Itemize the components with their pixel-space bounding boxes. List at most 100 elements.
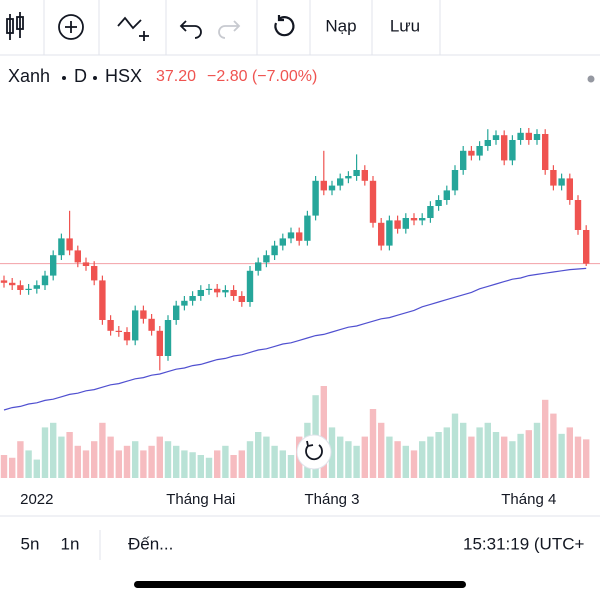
compare-button[interactable]	[117, 16, 149, 41]
volume-bar	[91, 441, 98, 478]
separator-dot	[93, 76, 97, 80]
candle-body	[312, 180, 319, 216]
candle-body	[501, 135, 508, 161]
volume-bar	[263, 436, 270, 478]
volume-bar	[246, 441, 254, 478]
candle-body	[558, 178, 565, 186]
candle-body	[50, 255, 57, 276]
volume-bar	[238, 450, 245, 478]
volume-bar	[99, 422, 106, 478]
volume-bar	[468, 436, 475, 478]
reset-button[interactable]	[274, 15, 295, 37]
volume-bar	[402, 445, 409, 478]
candle-body	[386, 220, 393, 246]
candle-body	[58, 238, 65, 256]
moving-average	[3, 267, 587, 411]
candle-body	[509, 140, 516, 161]
volume-bar	[451, 413, 459, 478]
candle-body	[410, 218, 418, 221]
volume-bar	[107, 436, 114, 478]
range-5d[interactable]: 5n	[21, 534, 40, 553]
add-indicator-button[interactable]	[58, 14, 84, 40]
volume-bar	[443, 427, 450, 478]
volume-bar	[222, 445, 229, 478]
volume-bar	[574, 436, 582, 478]
scroll-to-latest[interactable]	[296, 434, 332, 470]
x-tick-label: 2022	[20, 491, 53, 508]
volume-bar	[82, 450, 90, 478]
volume-bar	[279, 450, 286, 478]
goto-date[interactable]: Đến...	[128, 534, 173, 553]
candle-body	[246, 270, 254, 302]
candle-body	[583, 230, 590, 264]
candle-body	[222, 290, 229, 293]
candle-body	[361, 170, 368, 181]
candle-body	[197, 290, 204, 296]
candle-body	[353, 170, 360, 176]
volume-bar	[337, 436, 344, 478]
candle-body	[255, 262, 262, 271]
volume-bar	[501, 436, 508, 478]
volume-bar	[476, 427, 483, 478]
status-dot	[587, 75, 595, 83]
volume-bar	[140, 450, 147, 478]
candle-body	[140, 310, 147, 319]
candle-body	[451, 170, 459, 191]
candle-body	[574, 200, 582, 230]
candle-body	[263, 255, 270, 263]
candle-body	[148, 318, 155, 331]
volume-bar	[74, 445, 81, 478]
candle-body	[107, 320, 114, 331]
save-button[interactable]: Lưu	[390, 16, 420, 35]
load-button[interactable]: Nạp	[325, 16, 356, 35]
volume-bar	[66, 432, 73, 478]
candle-body	[517, 132, 524, 140]
volume-bar	[197, 455, 204, 478]
volume-bar	[58, 436, 65, 478]
candle-body	[99, 280, 106, 320]
candle-body	[337, 178, 344, 186]
candle-body	[230, 290, 237, 296]
volume-bar	[542, 399, 549, 478]
candle-body	[205, 288, 213, 290]
candle-body	[82, 262, 90, 266]
symbol: Xanh	[8, 66, 50, 86]
candle-body	[132, 310, 139, 341]
range-1d[interactable]: 1n	[61, 534, 80, 553]
candle-body	[492, 135, 500, 140]
candle-body	[9, 282, 16, 286]
candle-body	[533, 134, 541, 140]
volume-bar	[205, 457, 213, 478]
volume-bar	[50, 422, 57, 478]
candle-body	[238, 296, 245, 302]
candle-body	[156, 330, 163, 356]
candle-body	[320, 180, 327, 191]
candles-button[interactable]	[6, 12, 24, 40]
candle-body	[394, 220, 401, 229]
price-change: −2.80 (−7.00%)	[207, 68, 317, 85]
volume-bar	[566, 427, 573, 478]
exchange: HSX	[105, 66, 142, 86]
candle-body	[566, 178, 573, 200]
candle-body	[427, 206, 434, 218]
volume-bar	[558, 433, 565, 478]
candle-body	[402, 218, 409, 229]
volume-bar	[550, 413, 557, 478]
candle-body	[25, 288, 32, 290]
candle-body	[550, 170, 557, 186]
candle-body	[123, 332, 131, 341]
candle-body	[0, 280, 8, 283]
candle-body	[476, 146, 483, 156]
volume-bar	[17, 441, 24, 478]
undo-button[interactable]	[179, 20, 202, 39]
volume-bar	[148, 445, 155, 478]
last-price: 37.20	[156, 68, 196, 85]
volume-bar	[328, 427, 336, 478]
volume-bar	[115, 450, 122, 478]
candle-body	[181, 300, 188, 306]
redo-button[interactable]	[218, 20, 241, 39]
volume-bar	[361, 436, 368, 478]
volume-bar	[181, 450, 188, 478]
volume-bar	[345, 441, 352, 478]
